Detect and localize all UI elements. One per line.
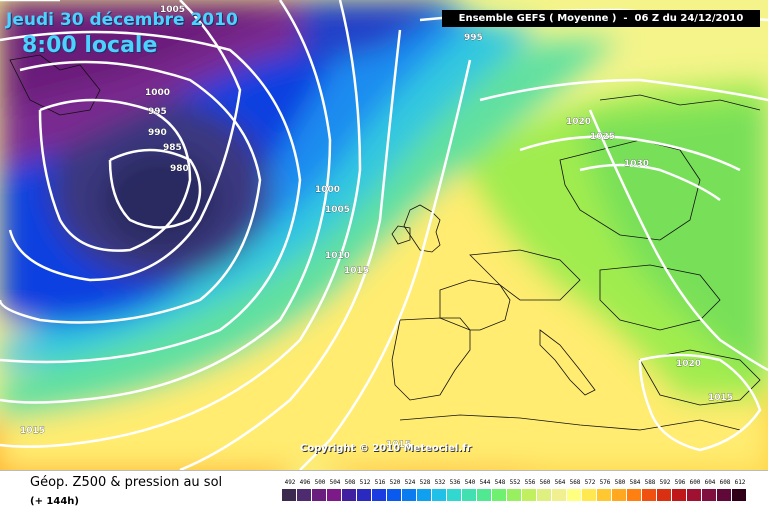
legend-swatch — [522, 489, 537, 501]
legend-value: 600 — [689, 479, 701, 486]
legend-value: 524 — [404, 479, 416, 486]
forecast-date: Jeudi 30 décembre 2010 — [6, 10, 238, 30]
isobar-label: 995 — [148, 107, 167, 117]
legend-swatch — [402, 489, 417, 501]
isobar-label: 1015 — [386, 440, 411, 450]
lead-time: (+ 144h) — [30, 496, 79, 507]
footer-bar: Géop. Z500 & pression au sol (+ 144h) 49… — [0, 470, 768, 512]
legend-value: 504 — [329, 479, 341, 486]
legend-value: 572 — [584, 479, 596, 486]
legend-value: 536 — [449, 479, 461, 486]
legend-swatch — [282, 489, 297, 501]
isobar-label: 985 — [163, 143, 182, 153]
isobar-label: 990 — [148, 128, 167, 138]
legend-value: 520 — [389, 479, 401, 486]
legend-value: 556 — [524, 479, 536, 486]
legend-value: 548 — [494, 479, 506, 486]
coastlines — [9, 54, 761, 431]
legend-value: 612 — [734, 479, 746, 486]
legend-value: 552 — [509, 479, 521, 486]
legend-swatch — [327, 489, 342, 501]
isobar-label: 1010 — [325, 251, 350, 261]
isobar-label: 1020 — [676, 359, 701, 369]
isobar-label: 1005 — [325, 205, 350, 215]
isobar-label: 1015 — [708, 393, 733, 403]
legend-swatch — [507, 489, 522, 501]
legend-value: 540 — [464, 479, 476, 486]
legend-swatch — [687, 489, 702, 501]
legend-swatch — [582, 489, 597, 501]
legend-value: 496 — [299, 479, 311, 486]
legend-value: 508 — [344, 479, 356, 486]
legend-swatch — [372, 489, 387, 501]
isobar-labels: 1005 995 1000 995 990 985 980 1000 1005 … — [20, 5, 733, 450]
isobar-label: 1000 — [145, 88, 170, 98]
legend-swatch — [312, 489, 327, 501]
legend-swatch — [417, 489, 432, 501]
legend-swatch — [342, 489, 357, 501]
legend-swatch — [597, 489, 612, 501]
isobar-label: 1020 — [566, 117, 591, 127]
legend-swatch — [357, 489, 372, 501]
legend-swatch — [432, 489, 447, 501]
legend-value: 596 — [674, 479, 686, 486]
isobar-label: 1000 — [315, 185, 340, 195]
isobar-label: 1030 — [624, 159, 649, 169]
legend-swatch — [627, 489, 642, 501]
legend-value: 492 — [284, 479, 296, 486]
legend-value: 576 — [599, 479, 611, 486]
legend-swatch — [717, 489, 732, 501]
legend-value: 512 — [359, 479, 371, 486]
forecast-time: 8:00 locale — [22, 33, 158, 58]
isobar-label: 1025 — [590, 132, 615, 142]
legend-value: 560 — [539, 479, 551, 486]
legend-value: 564 — [554, 479, 566, 486]
isobar-label: 980 — [170, 164, 189, 174]
model-run-label: Ensemble GEFS ( Moyenne ) - 06 Z du 24/1… — [442, 10, 760, 27]
geopotential-field — [0, 0, 768, 470]
legend-swatch — [537, 489, 552, 501]
legend-swatch — [642, 489, 657, 501]
legend-swatch — [657, 489, 672, 501]
isobar-label: 995 — [464, 33, 483, 43]
legend-swatch — [732, 489, 747, 501]
isobar-label: 1015 — [344, 266, 369, 276]
legend-value: 532 — [434, 479, 446, 486]
legend-value: 544 — [479, 479, 491, 486]
field-title: Géop. Z500 & pression au sol — [30, 475, 223, 490]
legend-swatch — [552, 489, 567, 501]
legend-swatch — [387, 489, 402, 501]
legend-swatch — [462, 489, 477, 501]
copyright-text: Copyright © 2010 Meteociel.fr — [300, 443, 472, 454]
legend-swatch — [492, 489, 507, 501]
legend-swatch — [567, 489, 582, 501]
legend-value: 580 — [614, 479, 626, 486]
legend-swatch — [447, 489, 462, 501]
isobar-lines — [0, 0, 768, 470]
legend-value: 500 — [314, 479, 326, 486]
isobar-label: 1015 — [20, 426, 45, 436]
legend-swatch — [477, 489, 492, 501]
legend-value: 516 — [374, 479, 386, 486]
legend-value: 584 — [629, 479, 641, 486]
isobar-label: 1005 — [160, 5, 185, 15]
legend-value: 592 — [659, 479, 671, 486]
legend-swatch — [612, 489, 627, 501]
legend-value: 608 — [719, 479, 731, 486]
legend-swatch — [297, 489, 312, 501]
pressure-map: 1005 995 1000 995 990 985 980 1000 1005 … — [0, 0, 768, 470]
color-scale-legend: 492 496 500 504 508 512 516 520 524 528 532 536 540 5… — [282, 479, 752, 509]
legend-swatch — [672, 489, 687, 501]
legend-swatch — [702, 489, 717, 501]
legend-value: 568 — [569, 479, 581, 486]
legend-value: 528 — [419, 479, 431, 486]
legend-value: 604 — [704, 479, 716, 486]
legend-value: 588 — [644, 479, 656, 486]
